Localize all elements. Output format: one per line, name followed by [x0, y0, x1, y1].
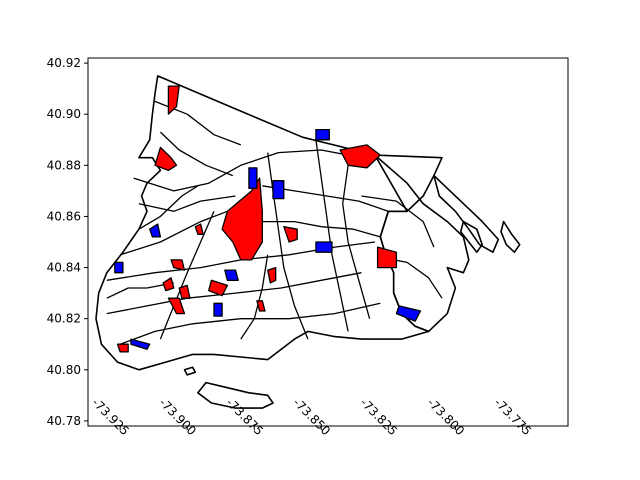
blue-region-8 — [130, 338, 151, 350]
axes-frame — [87, 57, 569, 427]
island-hart — [500, 220, 521, 253]
red-region-6 — [167, 297, 186, 315]
tract-boundary-4 — [120, 210, 228, 256]
y-tick-label: 40.90 — [47, 107, 81, 121]
tract-boundary-10 — [159, 131, 234, 177]
red-region-7 — [178, 284, 191, 299]
island-rikers — [197, 381, 274, 409]
tract-boundary-8 — [342, 165, 371, 319]
tract-boundary-15 — [106, 282, 174, 299]
tract-boundary-12 — [138, 195, 236, 212]
tract-boundary-7 — [315, 139, 349, 332]
east-peninsula — [433, 174, 500, 253]
tract-boundary-5 — [159, 211, 215, 340]
blue-region-1 — [248, 167, 258, 189]
y-tick-label: 40.86 — [47, 209, 81, 223]
tract-boundary-14 — [262, 220, 381, 238]
red-region-11 — [267, 266, 277, 284]
tract-boundary-17 — [138, 185, 199, 230]
red-region-5 — [376, 246, 398, 269]
red-region-15 — [194, 223, 204, 235]
y-tick-label: 40.82 — [47, 312, 81, 326]
y-tick-label: 40.92 — [47, 56, 81, 70]
y-tick-label: 40.80 — [47, 363, 81, 377]
internal-boundary-layer — [106, 100, 443, 345]
blue-region-2 — [272, 180, 285, 200]
red-region-10 — [162, 277, 175, 292]
red-region-8 — [208, 279, 229, 297]
blue-region-6 — [224, 269, 239, 281]
highlight-layer — [114, 85, 422, 353]
island-north-brother — [183, 366, 197, 376]
red-region-13 — [116, 343, 129, 353]
tract-boundary-1 — [133, 149, 362, 192]
red-region-3 — [154, 146, 178, 172]
tract-boundary-11 — [119, 302, 381, 345]
y-tick-label: 40.84 — [47, 261, 81, 275]
y-axis: 40.78 40.80 40.82 40.84 40.86 40.88 40.90 40.92 — [47, 56, 88, 428]
red-region-4 — [167, 85, 180, 115]
red-region-9 — [170, 259, 186, 271]
tract-boundary-18 — [361, 195, 435, 248]
blue-region-9 — [114, 261, 124, 274]
tract-boundary-6 — [267, 152, 309, 340]
outline-layer — [95, 75, 521, 409]
throgs-neck — [374, 154, 470, 333]
y-tick-label: 40.88 — [47, 158, 81, 172]
blue-region-10 — [149, 223, 162, 238]
blue-region-3 — [315, 128, 330, 141]
island-city — [459, 220, 484, 253]
blue-region-5 — [395, 305, 422, 322]
y-tick-label: 40.78 — [47, 414, 81, 428]
red-region-12 — [256, 300, 266, 312]
blue-region-4 — [315, 241, 333, 253]
red-region-14 — [283, 226, 298, 243]
red-region-2 — [339, 144, 381, 169]
blue-region-7 — [213, 302, 223, 317]
tract-boundary-3 — [106, 272, 362, 315]
